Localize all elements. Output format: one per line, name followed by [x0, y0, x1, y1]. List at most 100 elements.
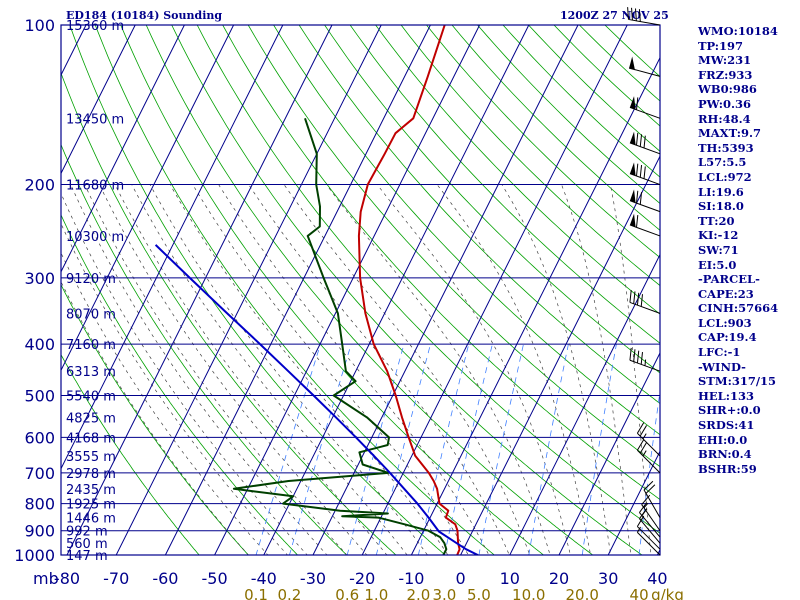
moist-adiabat [114, 184, 388, 555]
dry-adiabat [298, 25, 660, 405]
temperature-tick-label: -40 [251, 569, 277, 588]
mixing-ratio-label: 40 [630, 586, 649, 600]
height-label: 1925 m [66, 498, 116, 513]
mixing-ratio-label: 0.1 [244, 586, 268, 600]
param-item: LCL:903 [698, 315, 752, 330]
dry-adiabat [145, 25, 594, 555]
isotherm [61, 25, 185, 273]
temperature-tick-label: -60 [152, 569, 178, 588]
moist-adiabat [61, 222, 288, 555]
height-label: 3555 m [66, 450, 116, 465]
isotherm [460, 155, 660, 555]
isotherm [361, 25, 628, 555]
dry-adiabat [425, 25, 660, 259]
wind-barb [627, 7, 661, 26]
param-item: HEL:133 [698, 388, 754, 403]
isotherm [164, 25, 431, 555]
height-label: 10300 m [66, 230, 124, 245]
mixing-ratio-line [288, 343, 352, 555]
height-label: 2978 m [66, 467, 116, 482]
wind-barb [629, 189, 661, 213]
height-label: 2435 m [66, 483, 116, 498]
param-item: SRDS:41 [698, 418, 755, 433]
isotherm [214, 25, 481, 555]
pressure-tick-label: 600 [24, 428, 55, 447]
param-item: WMO:10184 [698, 24, 778, 38]
mixing-ratio-line [478, 344, 524, 555]
temperature-tick-label: 10 [500, 569, 520, 588]
sounding-time: 1200Z 27 NOV 25 [560, 9, 669, 22]
pressure-unit-label: mb [33, 569, 59, 588]
height-label: 7160 m [66, 338, 116, 353]
mixing-ratio-line [255, 343, 321, 555]
pressure-tick-label: 200 [24, 176, 55, 195]
temperature-tick-label: -20 [349, 569, 375, 588]
dry-adiabat [61, 214, 299, 555]
wind-barb [629, 131, 661, 155]
height-label: 8070 m [66, 307, 116, 322]
height-label: 5540 m [66, 389, 116, 404]
moist-adiabat [283, 184, 531, 555]
param-item: LI:19.6 [698, 184, 744, 199]
param-item: BSHR:59 [698, 461, 757, 476]
sounding-parameters: WMO:10184 TP:197 MW:231 FRZ:933 WB0:986 PW:0.… [698, 24, 778, 476]
moist-adiabat [610, 184, 652, 555]
moist-adiabat [61, 192, 308, 555]
dry-adiabat [120, 25, 545, 555]
height-label: 992 m [66, 525, 108, 540]
wind-barb [629, 290, 661, 314]
param-item: SI:18.0 [698, 199, 744, 214]
isotherm [410, 56, 660, 555]
wind-barb [636, 439, 661, 474]
pressure-tick-label: 700 [24, 464, 55, 483]
height-label: 560 m [66, 537, 108, 552]
param-item: EHI:0.0 [698, 432, 748, 447]
mixing-ratio-line [346, 343, 405, 555]
moist-adiabat [61, 252, 269, 555]
wind-barb [639, 502, 661, 538]
param-item: TH:5393 [698, 140, 754, 155]
dry-adiabat [61, 72, 397, 555]
param-item: BRN:0.4 [698, 447, 752, 462]
moist-adiabat [326, 184, 551, 555]
temperature-tick-label: 30 [598, 569, 618, 588]
mixing-ratio-label: 0.2 [278, 586, 302, 600]
temperature-tick-label: -30 [300, 569, 326, 588]
isotherm [61, 25, 284, 470]
wind-barb [629, 347, 661, 372]
moist-adiabat [218, 184, 490, 555]
param-item: FRZ:933 [698, 67, 753, 82]
isotherm [509, 253, 660, 555]
moist-adiabat [561, 184, 632, 555]
wind-barb [636, 422, 661, 457]
param-item: MW:231 [698, 53, 752, 68]
height-label: 11680 m [66, 179, 124, 194]
moist-adiabat [149, 184, 428, 555]
dewpoint-profile [232, 117, 448, 555]
mixing-ratio-label: 3.0 [433, 586, 457, 600]
isotherm [263, 25, 530, 555]
param-item: TP:197 [698, 38, 744, 53]
dry-adiabat [324, 25, 660, 374]
height-label: 15360 m [66, 19, 124, 34]
moist-adiabat [376, 184, 571, 555]
param-item: LFC:-1 [698, 345, 741, 360]
isotherm [61, 25, 235, 372]
height-label: 9120 m [66, 272, 116, 287]
mixing-ratio-unit: g/kg [651, 586, 684, 600]
dry-adiabat [94, 25, 495, 555]
moist-adiabat [99, 184, 368, 555]
wind-barb [628, 56, 661, 77]
height-label: 147 m [66, 549, 108, 564]
param-item: L57:5.5 [698, 155, 747, 170]
temperature-profile [357, 25, 461, 555]
height-label: 1446 m [66, 512, 116, 527]
dry-adiabat [375, 25, 660, 315]
temperature-tick-label: 40 [647, 569, 667, 588]
mixing-ratio-label: 1.0 [364, 586, 388, 600]
height-label: 4168 m [66, 431, 116, 446]
mixing-ratio-label: 2.0 [406, 586, 430, 600]
chart-title: ED184 (10184) Sounding [66, 9, 223, 22]
isotherm [312, 25, 579, 555]
param-item: RH:48.4 [698, 111, 751, 126]
